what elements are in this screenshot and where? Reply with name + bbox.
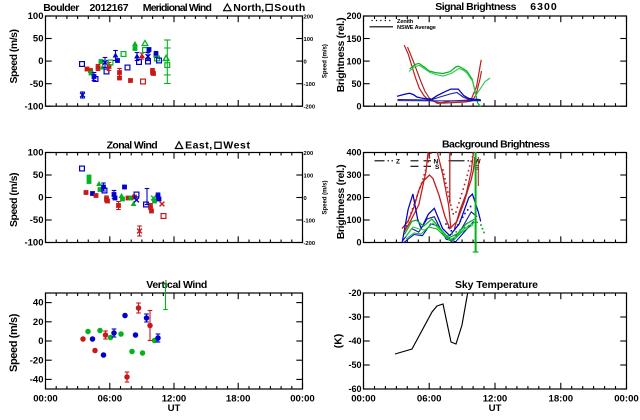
svg-text:Boulder: Boulder xyxy=(43,2,79,14)
svg-text:Signal Brightness: Signal Brightness xyxy=(435,1,516,13)
svg-text:20: 20 xyxy=(33,317,44,328)
svg-text:06:00: 06:00 xyxy=(98,394,123,405)
svg-text:Zonal Wind: Zonal Wind xyxy=(107,140,158,152)
svg-text:-100: -100 xyxy=(304,82,316,88)
svg-text:100: 100 xyxy=(28,11,44,22)
svg-text:40: 40 xyxy=(33,298,44,309)
svg-text:06:00: 06:00 xyxy=(417,394,442,405)
svg-text:100: 100 xyxy=(304,37,314,43)
svg-text:18:00: 18:00 xyxy=(226,394,251,405)
svg-text:(K): (K) xyxy=(333,334,345,349)
svg-text:200: 200 xyxy=(346,193,361,203)
svg-text:150: 150 xyxy=(346,34,361,44)
svg-text:2012167: 2012167 xyxy=(90,2,129,14)
svg-text:200: 200 xyxy=(304,151,314,157)
svg-text:100: 100 xyxy=(304,173,314,179)
svg-text:South: South xyxy=(274,2,305,14)
svg-text:-60: -60 xyxy=(348,384,361,394)
svg-text:6300: 6300 xyxy=(530,1,557,13)
svg-text:100: 100 xyxy=(28,148,44,159)
svg-text:-100: -100 xyxy=(24,238,43,249)
svg-text:00:00: 00:00 xyxy=(290,394,315,405)
svg-text:East,: East, xyxy=(185,140,213,152)
svg-text:100: 100 xyxy=(346,215,361,225)
svg-text:200: 200 xyxy=(304,14,314,20)
svg-text:Brightness (rel.): Brightness (rel.) xyxy=(335,165,347,240)
svg-text:50: 50 xyxy=(351,79,361,89)
svg-text:0: 0 xyxy=(356,101,361,111)
svg-text:-100: -100 xyxy=(24,101,43,112)
svg-text:0: 0 xyxy=(38,56,43,67)
svg-text:-20: -20 xyxy=(348,288,361,298)
svg-text:Speed (m/s): Speed (m/s) xyxy=(8,313,20,372)
svg-text:-30: -30 xyxy=(348,312,361,322)
svg-text:-40: -40 xyxy=(30,375,44,386)
svg-text:0: 0 xyxy=(38,336,43,347)
svg-text:00:00: 00:00 xyxy=(33,394,58,405)
svg-text:-50: -50 xyxy=(30,79,44,90)
svg-text:-20: -20 xyxy=(30,355,44,366)
svg-text:-200: -200 xyxy=(304,241,316,247)
svg-text:50: 50 xyxy=(33,170,44,181)
svg-text:West: West xyxy=(223,140,250,152)
svg-text:North,: North, xyxy=(233,2,264,14)
svg-text:200: 200 xyxy=(346,11,361,21)
svg-text:400: 400 xyxy=(346,148,361,158)
svg-text:UT: UT xyxy=(489,403,502,414)
svg-text:Speed (m/s): Speed (m/s) xyxy=(323,180,329,214)
svg-text:Vertical Wind: Vertical Wind xyxy=(146,279,207,291)
svg-text:Zenith: Zenith xyxy=(397,19,414,25)
svg-text:Speed (m/s): Speed (m/s) xyxy=(8,173,20,227)
svg-text:0: 0 xyxy=(304,60,307,66)
svg-text:0: 0 xyxy=(38,193,43,204)
svg-text:-200: -200 xyxy=(304,105,316,111)
svg-text:00:00: 00:00 xyxy=(614,394,639,405)
svg-text:N: N xyxy=(434,159,439,166)
svg-text:-40: -40 xyxy=(348,336,361,346)
svg-text:Speed (m/s): Speed (m/s) xyxy=(323,44,329,78)
svg-text:0: 0 xyxy=(304,196,307,202)
svg-text:12:00: 12:00 xyxy=(162,394,187,405)
svg-text:12:00: 12:00 xyxy=(483,394,508,405)
svg-text:NSWE Average: NSWE Average xyxy=(397,25,436,31)
svg-text:Brightness (rel.): Brightness (rel.) xyxy=(335,18,347,93)
svg-text:-100: -100 xyxy=(304,218,316,224)
svg-text:Speed (m/s): Speed (m/s) xyxy=(8,29,20,83)
svg-text:E: E xyxy=(475,165,480,172)
svg-text:0: 0 xyxy=(356,238,361,248)
svg-text:Background Brightness: Background Brightness xyxy=(442,139,550,151)
svg-text:-50: -50 xyxy=(348,360,361,370)
svg-text:Z: Z xyxy=(396,159,400,166)
svg-text:Sky Temperature: Sky Temperature xyxy=(455,279,538,291)
svg-text:00:00: 00:00 xyxy=(351,394,376,405)
svg-text:18:00: 18:00 xyxy=(549,394,574,405)
svg-text:Meridional Wind: Meridional Wind xyxy=(143,2,212,14)
svg-text:50: 50 xyxy=(33,34,44,45)
svg-text:UT: UT xyxy=(168,403,181,414)
svg-text:300: 300 xyxy=(346,170,361,180)
svg-text:-50: -50 xyxy=(30,215,44,226)
svg-text:100: 100 xyxy=(346,56,361,66)
svg-text:S: S xyxy=(435,164,440,171)
